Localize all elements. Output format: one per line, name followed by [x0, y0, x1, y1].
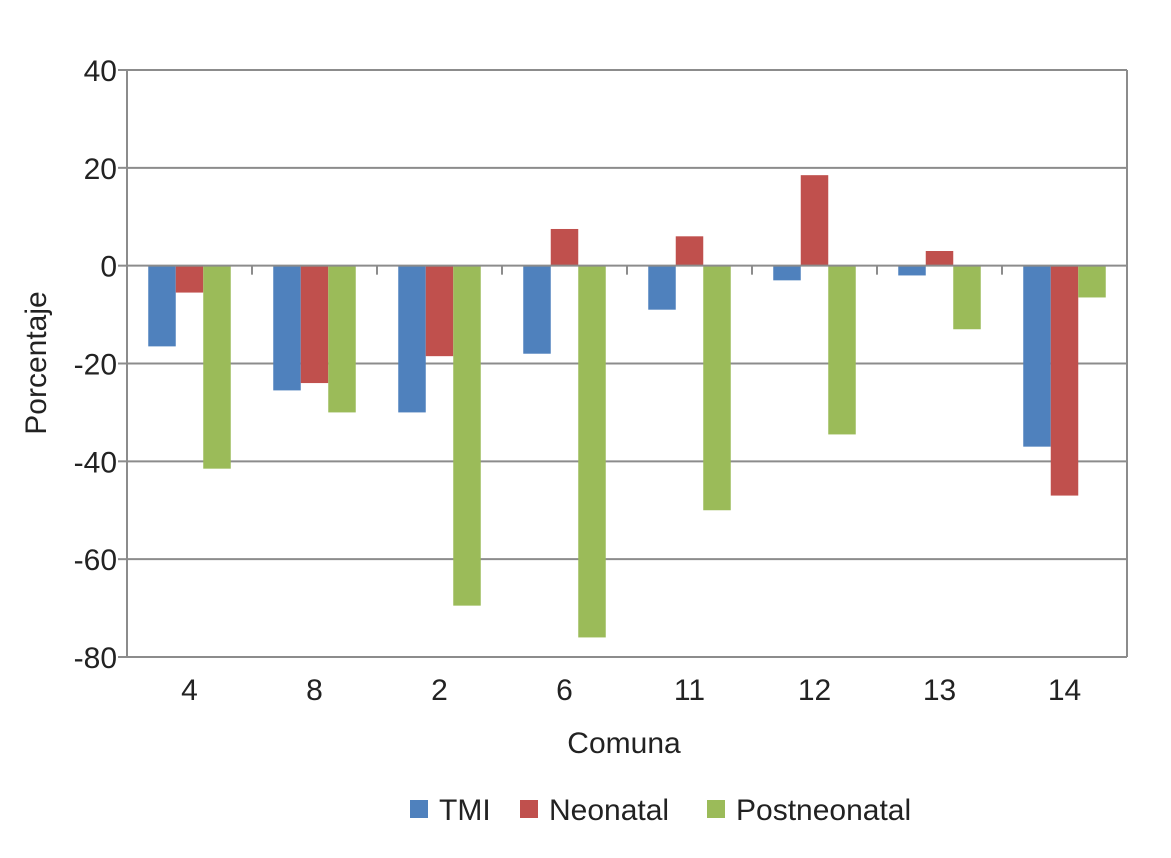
legend-swatch-neonatal: [520, 800, 538, 818]
bar-neonatal-8: [300, 265, 329, 384]
bar-postneonatal-14: [1078, 265, 1106, 298]
bar-neonatal-11: [675, 236, 704, 266]
y-tick-label: 40: [84, 55, 117, 88]
y-axis-label: Porcentaje: [20, 291, 53, 434]
bar-postneonatal-8: [328, 265, 356, 413]
y-tick-label: -80: [74, 642, 117, 675]
bar-postneonatal-11: [703, 265, 731, 511]
y-tick-label: 20: [84, 153, 117, 186]
bar-postneonatal-12: [828, 265, 856, 435]
bar-postneonatal-13: [953, 265, 981, 330]
bar-tmi-13: [898, 265, 926, 276]
x-tick-labels: 4 8 2 6 11 12 13 14: [181, 674, 1081, 707]
bar-neonatal-12: [800, 175, 829, 266]
bar-tmi-8: [273, 265, 301, 391]
x-tick-label: 6: [556, 674, 573, 707]
bars: [148, 175, 1106, 638]
x-tick-label: 13: [923, 674, 956, 707]
y-tick-label: -40: [74, 446, 117, 479]
y-tick-label: 0: [100, 251, 117, 284]
legend: TMI Neonatal Postneonatal: [410, 794, 911, 827]
bar-tmi-11: [648, 265, 676, 310]
y-tick-labels: -80 -60 -40 -20 0 20 40: [74, 55, 117, 675]
legend-label-postneonatal: Postneonatal: [736, 794, 911, 827]
legend-swatch-tmi: [410, 800, 428, 818]
y-tick-label: -60: [74, 544, 117, 577]
x-axis-label: Comuna: [567, 727, 681, 760]
bar-tmi-4: [148, 265, 176, 347]
bar-neonatal-2: [425, 265, 454, 357]
x-tick-label: 12: [798, 674, 831, 707]
bar-tmi-6: [523, 265, 551, 354]
bar-tmi-14: [1023, 265, 1051, 447]
bar-postneonatal-6: [578, 265, 606, 638]
axes: [118, 69, 1127, 658]
x-tick-label: 11: [674, 674, 705, 707]
legend-label-neonatal: Neonatal: [549, 794, 669, 827]
legend-swatch-postneonatal: [707, 800, 725, 818]
bar-postneonatal-2: [453, 265, 481, 606]
bar-neonatal-4: [175, 265, 204, 293]
bar-neonatal-14: [1050, 265, 1079, 496]
bar-postneonatal-4: [203, 265, 231, 469]
x-tick-label: 8: [306, 674, 323, 707]
legend-label-tmi: TMI: [439, 794, 491, 827]
bar-neonatal-6: [550, 228, 579, 266]
bar-neonatal-13: [925, 250, 954, 266]
x-tick-label: 4: [181, 674, 198, 707]
x-tick-label: 2: [431, 674, 448, 707]
x-tick-label: 14: [1048, 674, 1081, 707]
y-tick-label: -20: [74, 349, 117, 382]
bar-tmi-12: [773, 265, 801, 281]
bar-tmi-2: [398, 265, 426, 413]
